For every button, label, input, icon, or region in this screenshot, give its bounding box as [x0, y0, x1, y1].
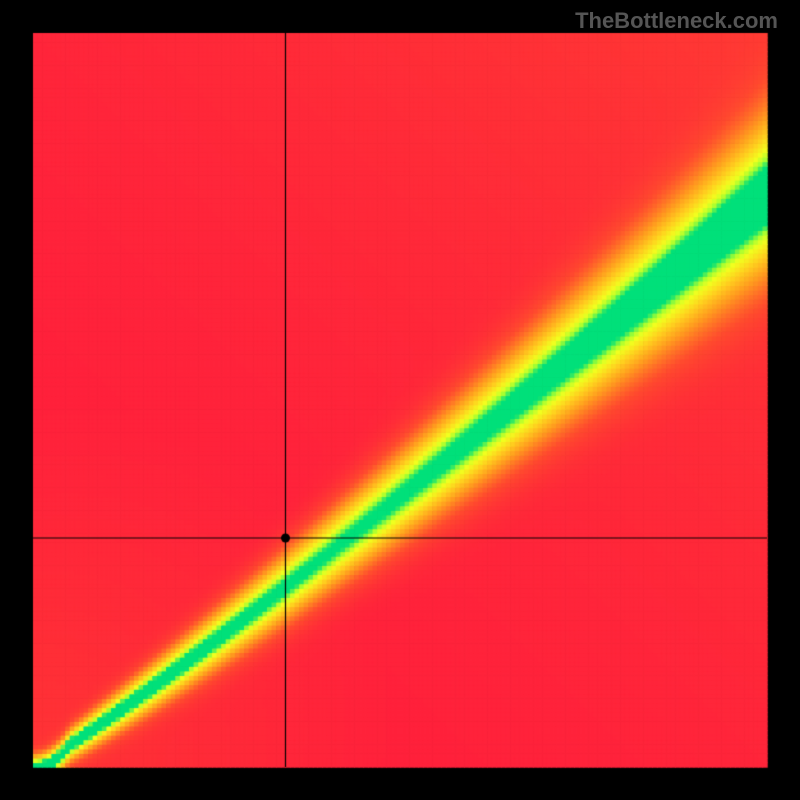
heatmap-canvas	[0, 0, 800, 800]
chart-container: TheBottleneck.com	[0, 0, 800, 800]
